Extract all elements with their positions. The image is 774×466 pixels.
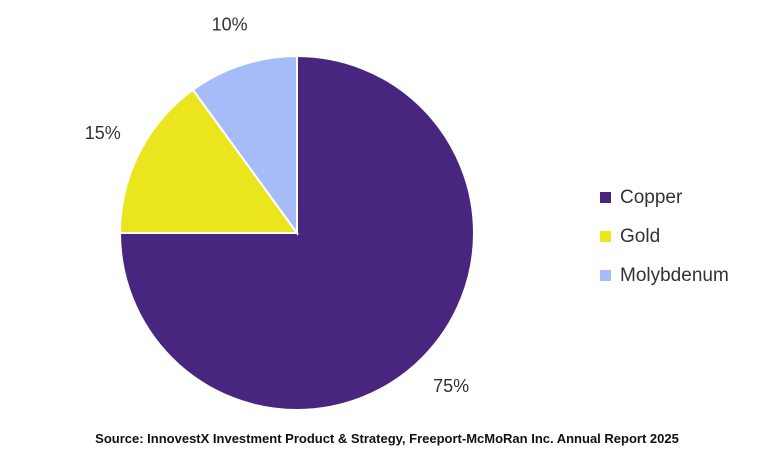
pie-slice-gold [118,88,299,234]
legend-swatch-copper [600,192,611,203]
legend-swatch-molybdenum [600,270,611,281]
legend-item-copper: Copper [600,178,729,217]
legend-label-gold: Gold [620,225,661,247]
legend-label-molybdenum: Molybdenum [620,264,729,286]
source-note: Source: InnovestX Investment Product & S… [95,431,679,446]
legend: Copper Gold Molybdenum [600,178,729,295]
slice-label-copper: 75% [433,376,469,396]
pie-slice-copper [118,54,475,411]
slice-label-molybdenum: 10% [212,14,248,34]
pie-slice-molybdenum [191,54,298,237]
legend-label-copper: Copper [620,186,683,208]
slice-label-gold: 15% [85,123,121,143]
legend-item-molybdenum: Molybdenum [600,256,729,295]
legend-item-gold: Gold [600,217,729,256]
legend-swatch-gold [600,231,611,242]
